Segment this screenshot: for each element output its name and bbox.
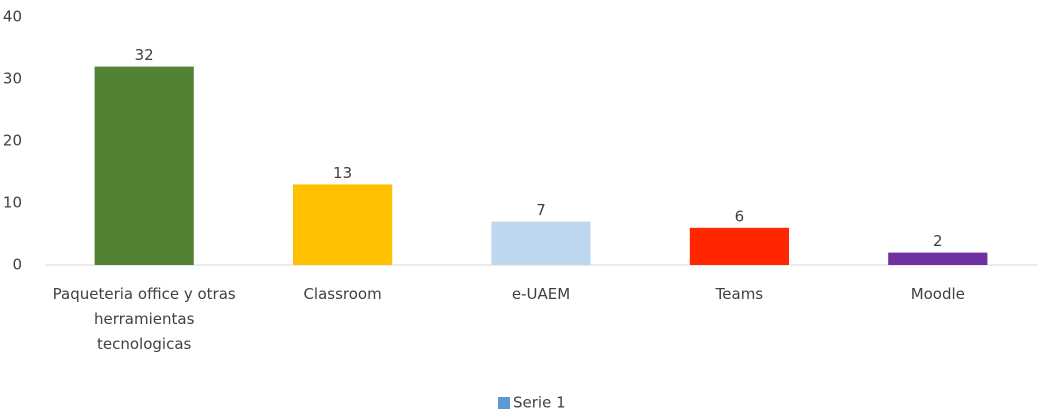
data-label: 6 [735, 207, 745, 225]
y-tick-label: 10 [3, 194, 22, 212]
data-label: 7 [536, 201, 546, 219]
x-tick-label: Teams [715, 285, 764, 303]
data-label: 13 [333, 164, 352, 182]
y-tick-label: 30 [3, 70, 22, 88]
bar [293, 184, 393, 265]
bar [491, 221, 591, 265]
y-tick-label: 20 [3, 132, 22, 150]
bar [888, 252, 988, 265]
data-label: 32 [135, 46, 154, 64]
legend-label: Serie 1 [513, 394, 566, 412]
y-tick-label: 40 [3, 8, 22, 26]
x-tick-label: Classroom [303, 285, 382, 303]
legend-swatch [498, 397, 510, 409]
x-tick-label: Paqueteria office y otras herramientas t… [52, 285, 236, 353]
data-label: 2 [933, 232, 943, 250]
x-tick-label: e-UAEM [511, 285, 571, 303]
bar [94, 66, 194, 265]
y-tick-label: 0 [12, 256, 22, 274]
bar [689, 227, 789, 265]
x-tick-label: Moodle [910, 285, 965, 303]
